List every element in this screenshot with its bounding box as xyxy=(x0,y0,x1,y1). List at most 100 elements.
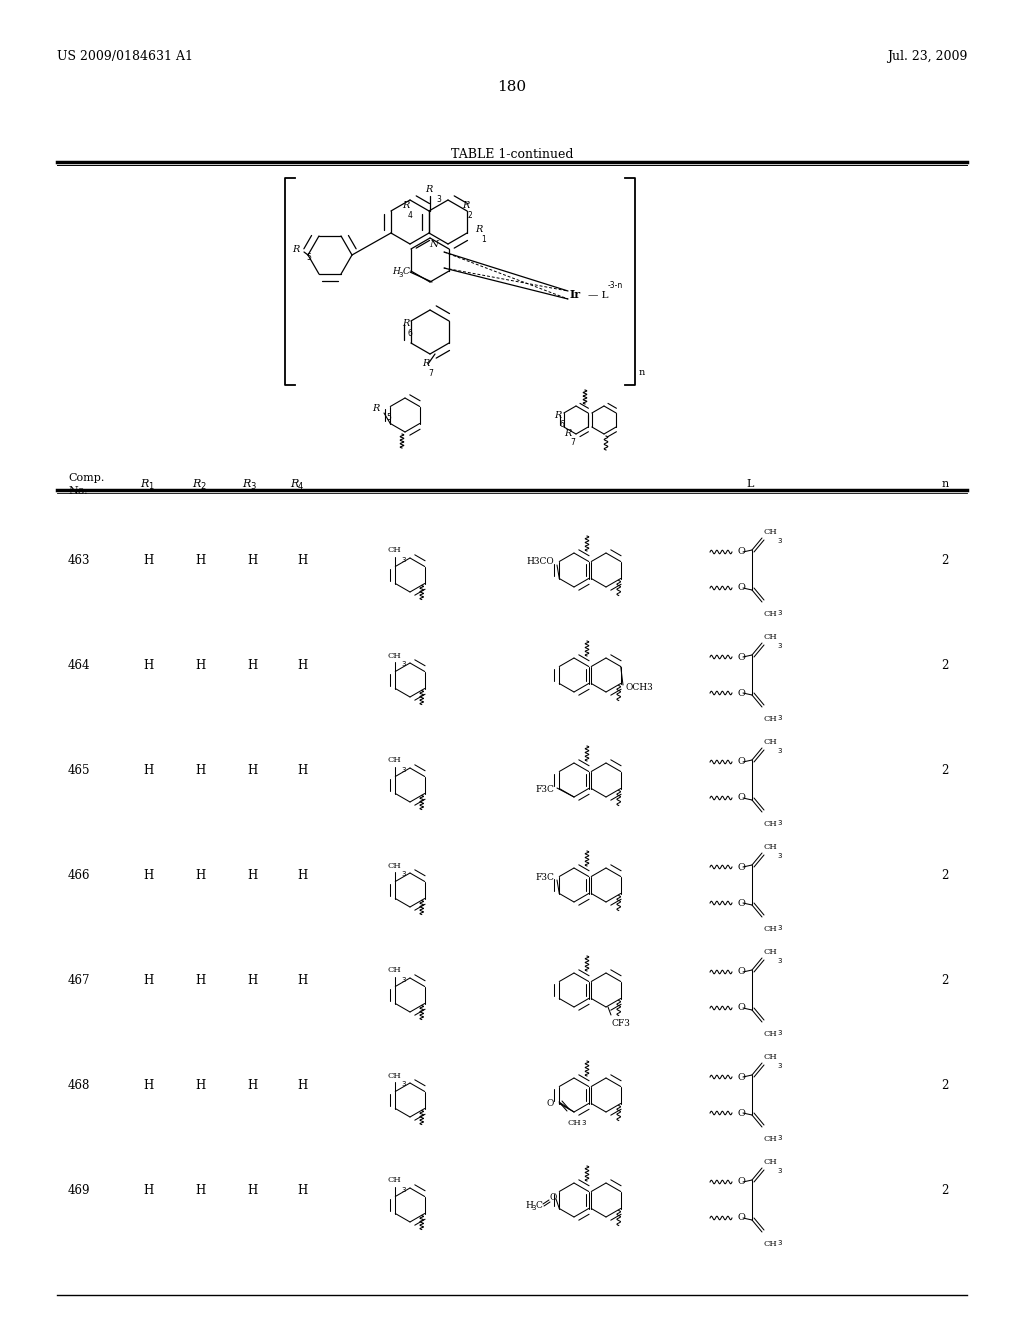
Text: 1: 1 xyxy=(148,482,154,491)
Text: 466: 466 xyxy=(68,869,90,882)
Text: R: R xyxy=(193,479,201,488)
Text: 3: 3 xyxy=(777,1030,781,1036)
Text: 3: 3 xyxy=(777,1168,781,1173)
Text: 6: 6 xyxy=(560,420,565,429)
Text: 4: 4 xyxy=(298,482,303,491)
Text: -3-n: -3-n xyxy=(608,281,624,290)
Text: 3: 3 xyxy=(777,1135,781,1140)
Text: CH: CH xyxy=(763,925,777,933)
Text: H: H xyxy=(195,1184,205,1197)
Text: C: C xyxy=(403,268,410,276)
Text: 3: 3 xyxy=(401,871,406,878)
Text: F3C: F3C xyxy=(536,873,554,882)
Text: CH: CH xyxy=(763,843,777,851)
Text: R: R xyxy=(140,479,148,488)
Text: — L: — L xyxy=(588,290,608,300)
Text: R: R xyxy=(242,479,251,488)
Text: 3: 3 xyxy=(777,1239,781,1246)
Text: H: H xyxy=(247,974,257,987)
Text: CH: CH xyxy=(763,634,777,642)
Text: CH: CH xyxy=(387,546,401,554)
Text: R: R xyxy=(462,201,469,210)
Text: 2: 2 xyxy=(941,764,948,777)
Text: CH: CH xyxy=(763,528,777,536)
Text: H: H xyxy=(247,659,257,672)
Text: 5: 5 xyxy=(386,413,391,422)
Text: H: H xyxy=(297,1184,307,1197)
Text: 180: 180 xyxy=(498,81,526,94)
Text: H: H xyxy=(195,764,205,777)
Text: 3: 3 xyxy=(401,1187,406,1192)
Text: CH: CH xyxy=(763,1239,777,1247)
Text: H: H xyxy=(143,1078,154,1092)
Text: H: H xyxy=(247,1078,257,1092)
Text: H: H xyxy=(195,659,205,672)
Text: 2: 2 xyxy=(200,482,205,491)
Text: O: O xyxy=(737,1003,744,1012)
Text: O: O xyxy=(737,758,744,767)
Text: 3: 3 xyxy=(777,958,781,964)
Text: 3: 3 xyxy=(777,715,781,721)
Text: O: O xyxy=(737,652,744,661)
Text: 3: 3 xyxy=(777,925,781,931)
Text: CH: CH xyxy=(387,862,401,870)
Text: 2: 2 xyxy=(941,659,948,672)
Text: 463: 463 xyxy=(68,554,90,568)
Text: O: O xyxy=(737,1109,744,1118)
Text: 3: 3 xyxy=(436,195,441,205)
Text: O: O xyxy=(737,689,744,697)
Text: CH: CH xyxy=(763,820,777,828)
Text: H: H xyxy=(143,1184,154,1197)
Text: Comp.: Comp. xyxy=(68,473,104,483)
Text: CH: CH xyxy=(387,652,401,660)
Text: H: H xyxy=(143,869,154,882)
Text: CH: CH xyxy=(763,1158,777,1166)
Text: CH: CH xyxy=(763,610,777,618)
Text: 465: 465 xyxy=(68,764,90,777)
Text: Ir: Ir xyxy=(570,289,582,301)
Text: O: O xyxy=(737,1177,744,1187)
Text: R: R xyxy=(425,185,433,194)
Text: H: H xyxy=(297,869,307,882)
Text: H: H xyxy=(247,1184,257,1197)
Text: L: L xyxy=(746,479,754,488)
Text: H: H xyxy=(247,869,257,882)
Text: 3: 3 xyxy=(401,977,406,982)
Text: 3: 3 xyxy=(401,767,406,772)
Text: US 2009/0184631 A1: US 2009/0184631 A1 xyxy=(57,50,193,63)
Text: H: H xyxy=(392,268,400,276)
Text: CH: CH xyxy=(387,756,401,764)
Text: n: n xyxy=(941,479,948,488)
Text: 3: 3 xyxy=(401,661,406,668)
Text: 3: 3 xyxy=(777,610,781,616)
Text: CH: CH xyxy=(387,1072,401,1080)
Text: O: O xyxy=(737,793,744,803)
Text: 5: 5 xyxy=(306,253,311,261)
Text: H: H xyxy=(143,554,154,568)
Text: CF3: CF3 xyxy=(611,1019,630,1028)
Text: R: R xyxy=(402,319,410,327)
Text: CH: CH xyxy=(763,1030,777,1038)
Text: CH: CH xyxy=(387,1176,401,1184)
Text: O: O xyxy=(737,862,744,871)
Text: CH: CH xyxy=(763,715,777,723)
Text: 2: 2 xyxy=(941,974,948,987)
Text: 3: 3 xyxy=(777,643,781,649)
Text: 3: 3 xyxy=(777,1063,781,1069)
Text: R: R xyxy=(373,404,380,413)
Text: H: H xyxy=(247,764,257,777)
Text: O: O xyxy=(737,968,744,977)
Text: 3: 3 xyxy=(250,482,255,491)
Text: 2: 2 xyxy=(941,554,948,568)
Text: H: H xyxy=(525,1200,532,1209)
Text: R: R xyxy=(564,429,571,438)
Text: O: O xyxy=(737,1072,744,1081)
Text: 2: 2 xyxy=(941,1184,948,1197)
Text: 3: 3 xyxy=(401,557,406,562)
Text: R: R xyxy=(402,201,410,210)
Text: O: O xyxy=(737,1213,744,1222)
Text: 2: 2 xyxy=(468,211,473,220)
Text: 2: 2 xyxy=(941,1078,948,1092)
Text: H: H xyxy=(195,1078,205,1092)
Text: F3C: F3C xyxy=(536,785,554,795)
